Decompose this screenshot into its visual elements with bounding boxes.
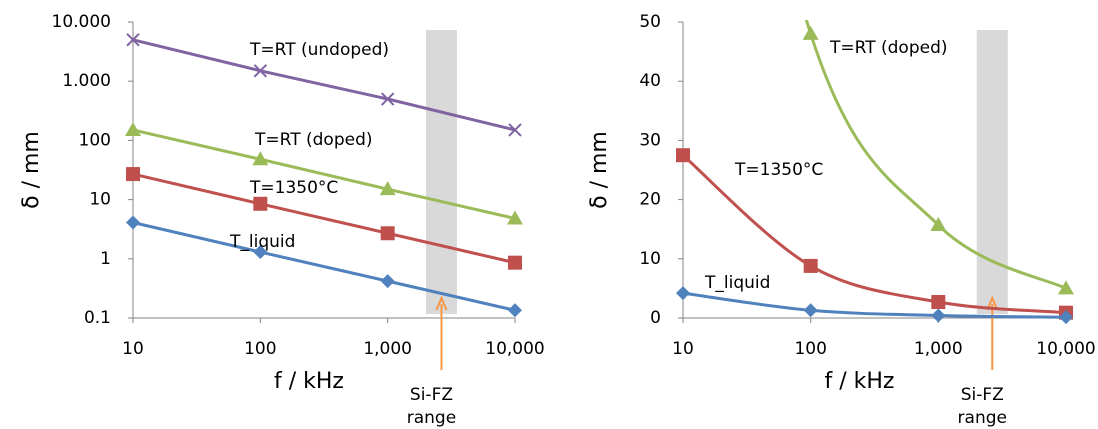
marker bbox=[380, 226, 395, 241]
plot-area bbox=[676, 20, 1074, 325]
marker bbox=[1059, 310, 1073, 325]
y-tick-label: 0.1 bbox=[84, 308, 111, 328]
marker bbox=[125, 121, 141, 136]
y-tick-label: 10 bbox=[639, 249, 661, 269]
marker bbox=[507, 210, 523, 225]
marker bbox=[253, 245, 268, 260]
annotation: Si-FZ bbox=[410, 385, 453, 405]
marker bbox=[508, 255, 522, 270]
marker bbox=[126, 215, 140, 230]
x-tick-label: 10,000 bbox=[1036, 339, 1095, 359]
series-label: T=RT (doped) bbox=[254, 130, 373, 150]
x-tick-label: 1,000 bbox=[363, 339, 412, 359]
marker bbox=[1058, 280, 1074, 295]
series-line bbox=[682, 291, 1067, 319]
marker bbox=[380, 92, 395, 106]
plot-area bbox=[125, 33, 523, 318]
y-tick-label: 10.000 bbox=[52, 12, 111, 32]
annotation: Si-FZ bbox=[961, 385, 1004, 405]
annotation-arrowhead bbox=[986, 295, 999, 311]
range-band bbox=[976, 30, 1008, 314]
x-tick-label: 10 bbox=[122, 339, 144, 359]
marker bbox=[931, 295, 946, 310]
series-label: T=RT (doped) bbox=[829, 38, 948, 58]
y-tick-label: 40 bbox=[639, 71, 661, 91]
series-label: T=1350°C bbox=[249, 178, 338, 198]
marker bbox=[676, 148, 690, 163]
series-label: T=RT (undoped) bbox=[249, 40, 389, 60]
marker bbox=[380, 274, 395, 289]
series-line bbox=[132, 38, 516, 132]
y-axis-title: δ / mm bbox=[19, 131, 44, 209]
y-tick-label: 0 bbox=[650, 308, 661, 328]
range-band bbox=[425, 30, 457, 314]
series-line bbox=[132, 128, 516, 220]
y-tick-label: 30 bbox=[639, 130, 661, 150]
marker bbox=[379, 181, 396, 196]
series-line bbox=[132, 172, 516, 265]
marker bbox=[253, 196, 268, 211]
marker bbox=[802, 25, 819, 40]
series-label: T_liquid bbox=[229, 232, 295, 252]
x-axis-title: f / kHz bbox=[274, 369, 344, 394]
annotation-arrowhead bbox=[435, 295, 448, 311]
marker bbox=[676, 286, 690, 301]
marker bbox=[252, 151, 269, 166]
y-tick-label: 20 bbox=[639, 190, 661, 210]
marker bbox=[126, 33, 140, 47]
y-tick-label: 1.000 bbox=[62, 71, 111, 91]
x-axis-title: f / kHz bbox=[825, 369, 895, 394]
series-line bbox=[132, 221, 516, 312]
x-tick-label: 1,000 bbox=[914, 339, 963, 359]
annotation: range bbox=[407, 408, 456, 428]
y-tick-label: 50 bbox=[639, 12, 661, 32]
marker bbox=[931, 308, 946, 323]
series-label: T=1350°C bbox=[734, 160, 823, 180]
marker bbox=[508, 123, 522, 137]
series-label: T_liquid bbox=[704, 273, 770, 293]
x-tick-label: 10,000 bbox=[485, 339, 544, 359]
marker bbox=[803, 258, 818, 273]
marker bbox=[126, 167, 140, 182]
y-tick-label: 10 bbox=[89, 190, 111, 210]
x-tick-label: 10 bbox=[672, 339, 694, 359]
annotation: range bbox=[958, 408, 1007, 428]
y-tick-label: 100 bbox=[79, 130, 111, 150]
x-tick-label: 100 bbox=[244, 339, 276, 359]
marker bbox=[930, 217, 947, 232]
series-line bbox=[804, 20, 1067, 290]
marker bbox=[803, 303, 818, 318]
y-tick-label: 1 bbox=[100, 249, 111, 269]
marker bbox=[508, 303, 522, 318]
y-axis-title: δ / mm bbox=[587, 131, 612, 209]
marker bbox=[253, 64, 268, 78]
series-line bbox=[682, 154, 1067, 315]
x-tick-label: 100 bbox=[794, 339, 826, 359]
